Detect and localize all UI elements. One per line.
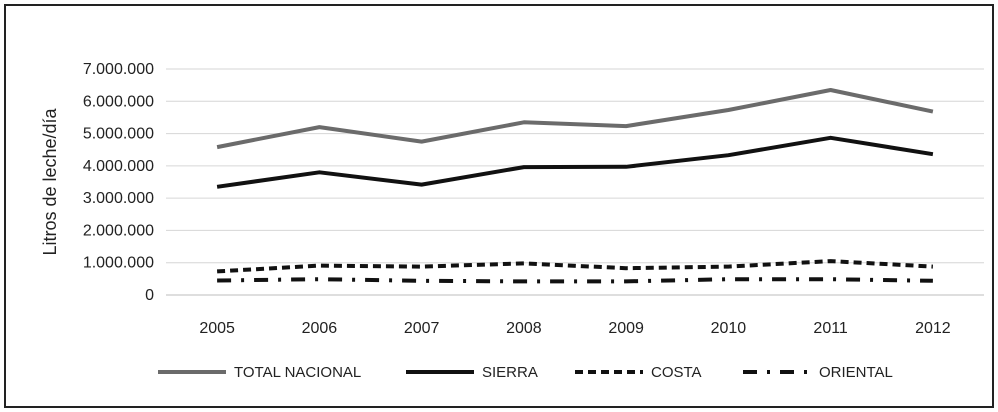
- chart-frame: 0 1.000.000 2.000.000 3.000.000 4.000.000 5.0…: [4, 4, 994, 408]
- x-tick-label: 2009: [608, 320, 644, 337]
- x-tick-label: 2008: [506, 320, 542, 337]
- series-lines: [216, 88, 934, 284]
- legend-label: SIERRA: [482, 364, 538, 381]
- y-tick-label: 3.000.000: [83, 190, 154, 207]
- legend: TOTAL NACIONAL SIERRA COSTA ORIENTAL: [158, 364, 893, 381]
- y-tick-label: 0: [145, 287, 154, 304]
- axes: 0 1.000.000 2.000.000 3.000.000 4.000.000 5.0…: [83, 61, 951, 337]
- series-line-3: [217, 277, 933, 284]
- x-tick-label: 2010: [711, 320, 747, 337]
- x-tick-label: 2006: [302, 320, 338, 337]
- y-tick-label: 7.000.000: [83, 61, 154, 78]
- series-line-2: [216, 259, 934, 274]
- x-tick-label: 2005: [199, 320, 235, 337]
- y-tick-label: 4.000.000: [83, 158, 154, 175]
- series-line-0: [216, 88, 934, 150]
- y-axis-title: Litros de leche/día: [40, 107, 60, 255]
- series-line-1: [216, 135, 934, 189]
- line-chart: 0 1.000.000 2.000.000 3.000.000 4.000.000 5.0…: [40, 61, 984, 381]
- x-tick-label: 2011: [813, 320, 848, 337]
- y-tick-label: 6.000.000: [83, 93, 154, 110]
- legend-label: TOTAL NACIONAL: [234, 364, 361, 381]
- x-tick-label: 2007: [404, 320, 440, 337]
- legend-label: ORIENTAL: [819, 364, 893, 381]
- x-tick-label: 2012: [915, 320, 951, 337]
- y-tick-label: 5.000.000: [83, 126, 154, 143]
- y-tick-label: 2.000.000: [83, 222, 154, 239]
- legend-label: COSTA: [651, 364, 702, 381]
- y-tick-label: 1.000.000: [83, 255, 154, 272]
